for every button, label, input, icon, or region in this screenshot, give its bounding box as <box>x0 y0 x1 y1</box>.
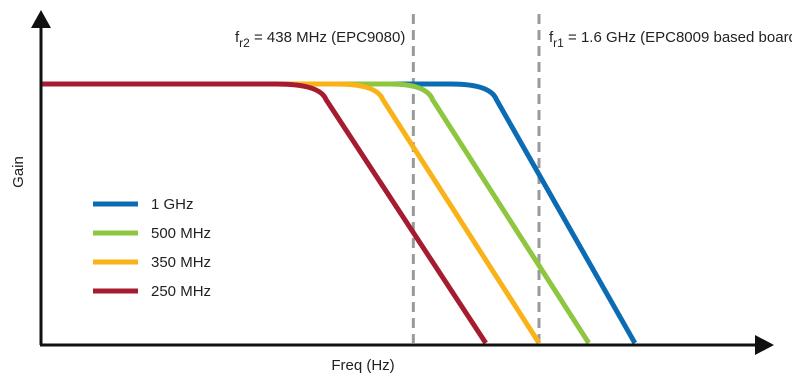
axes: Freq (Hz) Gain <box>10 10 774 374</box>
series-line-1 <box>42 84 589 343</box>
marker-label-1: fr1 = 1.6 GHz (EPC8009 based board) <box>549 29 792 50</box>
series-line-3 <box>42 84 486 343</box>
y-axis-label: Gain <box>10 156 27 188</box>
marker-label-0: fr2 = 438 MHz (EPC9080) <box>235 29 405 50</box>
y-axis-arrowhead <box>31 10 51 28</box>
legend-label-1: 500 MHz <box>151 225 211 242</box>
x-axis-arrowhead <box>755 335 774 355</box>
legend-label-3: 250 MHz <box>151 283 211 300</box>
series-line-2 <box>42 84 539 343</box>
x-axis-label: Freq (Hz) <box>331 357 394 374</box>
legend: 1 GHz 500 MHz 350 MHz 250 MHz <box>93 196 211 300</box>
legend-label-0: 1 GHz <box>151 196 194 213</box>
marker-layer: fr2 = 438 MHz (EPC9080) fr1 = 1.6 GHz (EP… <box>235 14 792 343</box>
legend-label-2: 350 MHz <box>151 254 211 271</box>
series-layer <box>42 84 635 343</box>
